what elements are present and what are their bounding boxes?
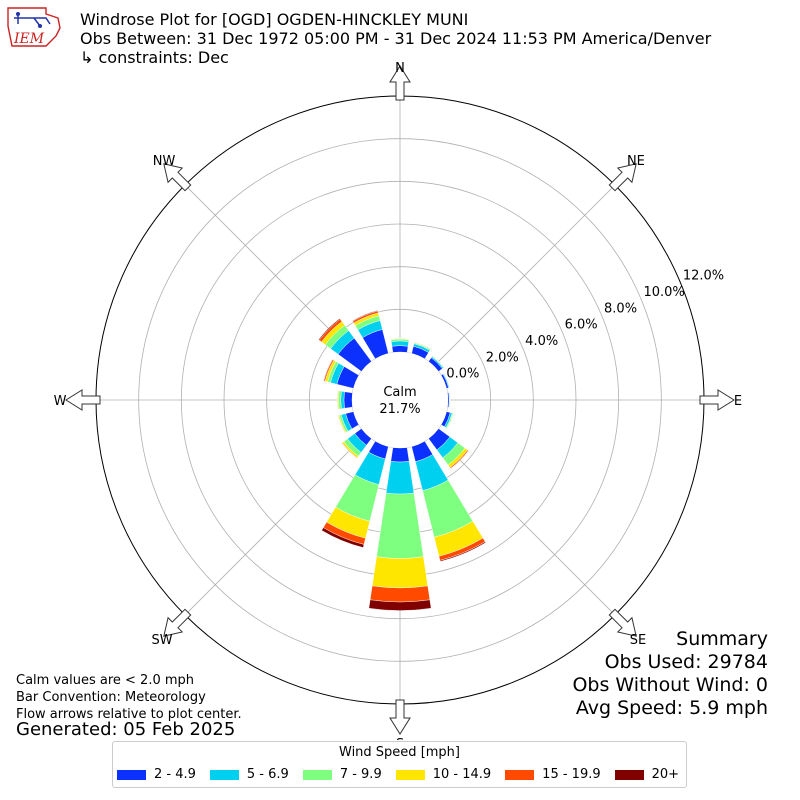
summary-panel: Summary Obs Used: 29784 Obs Without Wind…	[572, 628, 768, 720]
legend-item: 5 - 6.9	[209, 767, 289, 782]
direction-label-ne: NE	[627, 154, 645, 169]
bar-ese-bin-4	[447, 413, 455, 429]
radial-tick-label: 8.0%	[604, 301, 637, 316]
flow-arrow-ne	[608, 163, 637, 192]
bar-s-bin-3	[371, 556, 429, 589]
direction-label-sw: SW	[152, 633, 173, 648]
legend-swatch	[505, 769, 535, 780]
bar-ne-bin-4	[432, 355, 445, 368]
legend-swatch	[614, 769, 644, 780]
arrow-shape	[389, 65, 411, 101]
grid-circle	[138, 138, 662, 662]
iem-logo: IEM	[7, 7, 61, 47]
flow-arrow-n	[389, 65, 411, 101]
bar-ene-bin-3	[443, 373, 451, 388]
bar-e-bin-3	[449, 392, 451, 408]
grid-circle	[180, 180, 620, 620]
bar-sw-bin-5	[341, 442, 358, 459]
legend-label: 5 - 6.9	[246, 767, 289, 782]
legend: Wind Speed [mph] 2 - 4.9 5 - 6.9 7 - 9.9 10…	[112, 741, 687, 788]
arrow-shape	[389, 699, 411, 735]
flow-arrows-note: Flow arrows relative to plot center.	[16, 707, 242, 722]
bar-sse-bin-5	[439, 541, 486, 562]
bar-nw-bin-5	[318, 318, 341, 341]
calm-circle	[352, 352, 448, 448]
flow-arrow-nw	[163, 163, 192, 192]
avg-speed: Avg Speed: 5.9 mph	[575, 697, 768, 719]
flow-arrow-e	[699, 389, 735, 411]
chart-notes: Calm values are < 2.0 mph Bar Convention…	[16, 672, 242, 723]
direction-label-w: W	[54, 394, 67, 409]
direction-label-e: E	[734, 394, 742, 409]
bar-s-bin-5	[368, 599, 432, 611]
legend-item: 15 - 19.9	[505, 767, 601, 782]
flow-arrow-w	[65, 389, 101, 411]
direction-label-n: N	[395, 61, 405, 76]
legend-item: 2 - 4.9	[117, 767, 196, 782]
bar-s-bin-0	[390, 447, 410, 463]
bar-w-bin-0	[343, 391, 353, 409]
arrow-shape	[608, 608, 637, 637]
legend-item: 7 - 9.9	[302, 767, 382, 782]
bar-s-bin-4	[369, 585, 431, 603]
radial-tick-label: 10.0%	[643, 285, 684, 300]
title-line-3: ↳ constraints: Dec	[80, 48, 229, 67]
bar-n-bin-4	[390, 337, 410, 340]
legend-title: Wind Speed [mph]	[339, 745, 460, 760]
bar-nne-bin-4	[414, 341, 432, 350]
arrow-shape	[65, 389, 101, 411]
generated-date: Generated: 05 Feb 2025	[16, 719, 236, 740]
flow-arrow-sw	[163, 608, 192, 637]
legend-swatch	[209, 769, 239, 780]
calm-value: 21.7%	[379, 402, 420, 417]
flow-arrow-s	[389, 699, 411, 735]
calm-label: Calm	[383, 385, 416, 400]
arrow-shape	[163, 608, 192, 637]
legend-label: 2 - 4.9	[154, 767, 196, 782]
chart-title: Windrose Plot for [OGD] OGDEN-HINCKLEY M…	[80, 10, 711, 67]
radial-tick-label: 0.0%	[446, 367, 479, 382]
bar-wsw-bin-4	[337, 415, 346, 434]
bar-s-bin-2	[376, 492, 424, 559]
windrose-chart: Calm 21.7% 0.0% 2.0% 4.0% 6.0% 8.0% 10.0%12.0% N…	[54, 61, 743, 740]
legend-swatch	[302, 769, 332, 780]
bar-s-bin-1	[385, 461, 415, 495]
bar-wnw-bin-5	[323, 359, 333, 382]
legend-label: 20+	[651, 767, 680, 782]
bar-w-bin-4	[336, 390, 339, 410]
bar-w-bin-1	[340, 391, 345, 409]
flow-arrow-se	[608, 608, 637, 637]
summary-heading: Summary	[676, 628, 768, 650]
bar-ssw-bin-5	[321, 527, 365, 548]
bar-n-bin-0	[391, 345, 409, 353]
svg-text:IEM: IEM	[13, 31, 45, 47]
legend-label: 7 - 9.9	[339, 767, 382, 782]
title-line-2: Obs Between: 31 Dec 1972 05:00 PM - 31 D…	[80, 29, 712, 48]
legend-swatch	[117, 769, 146, 780]
radial-tick-label: 12.0%	[683, 269, 724, 284]
direction-label-nw: NW	[153, 154, 176, 169]
radial-tick-label: 4.0%	[525, 334, 558, 349]
bar-n-bin-1	[391, 340, 409, 347]
legend-label: 15 - 19.9	[542, 767, 601, 782]
radial-tick-label: 6.0%	[565, 318, 598, 333]
bar-nnw-bin-5	[352, 310, 379, 322]
legend-label: 10 - 14.9	[432, 767, 492, 782]
legend-item: 10 - 14.9	[395, 767, 492, 782]
bar-se-bin-5	[450, 450, 469, 469]
obs-used: Obs Used: 29784	[604, 651, 768, 673]
arrow-shape	[608, 163, 637, 192]
obs-without-wind: Obs Without Wind: 0	[572, 674, 768, 696]
arrow-shape	[699, 389, 735, 411]
bar-convention-note: Bar Convention: Meteorology	[16, 690, 206, 705]
title-line-1: Windrose Plot for [OGD] OGDEN-HINCKLEY M…	[80, 10, 469, 29]
legend-items: 2 - 4.9 5 - 6.9 7 - 9.9 10 - 14.9 15 - 19.9 2…	[117, 767, 679, 782]
calm-note: Calm values are < 2.0 mph	[16, 673, 195, 688]
legend-item: 20+	[614, 767, 680, 782]
arrow-shape	[163, 163, 192, 192]
direction-label-se: SE	[630, 633, 646, 648]
legend-swatch	[395, 769, 425, 780]
radial-tick-label: 2.0%	[486, 350, 519, 365]
direction-label-s: S	[396, 737, 404, 740]
